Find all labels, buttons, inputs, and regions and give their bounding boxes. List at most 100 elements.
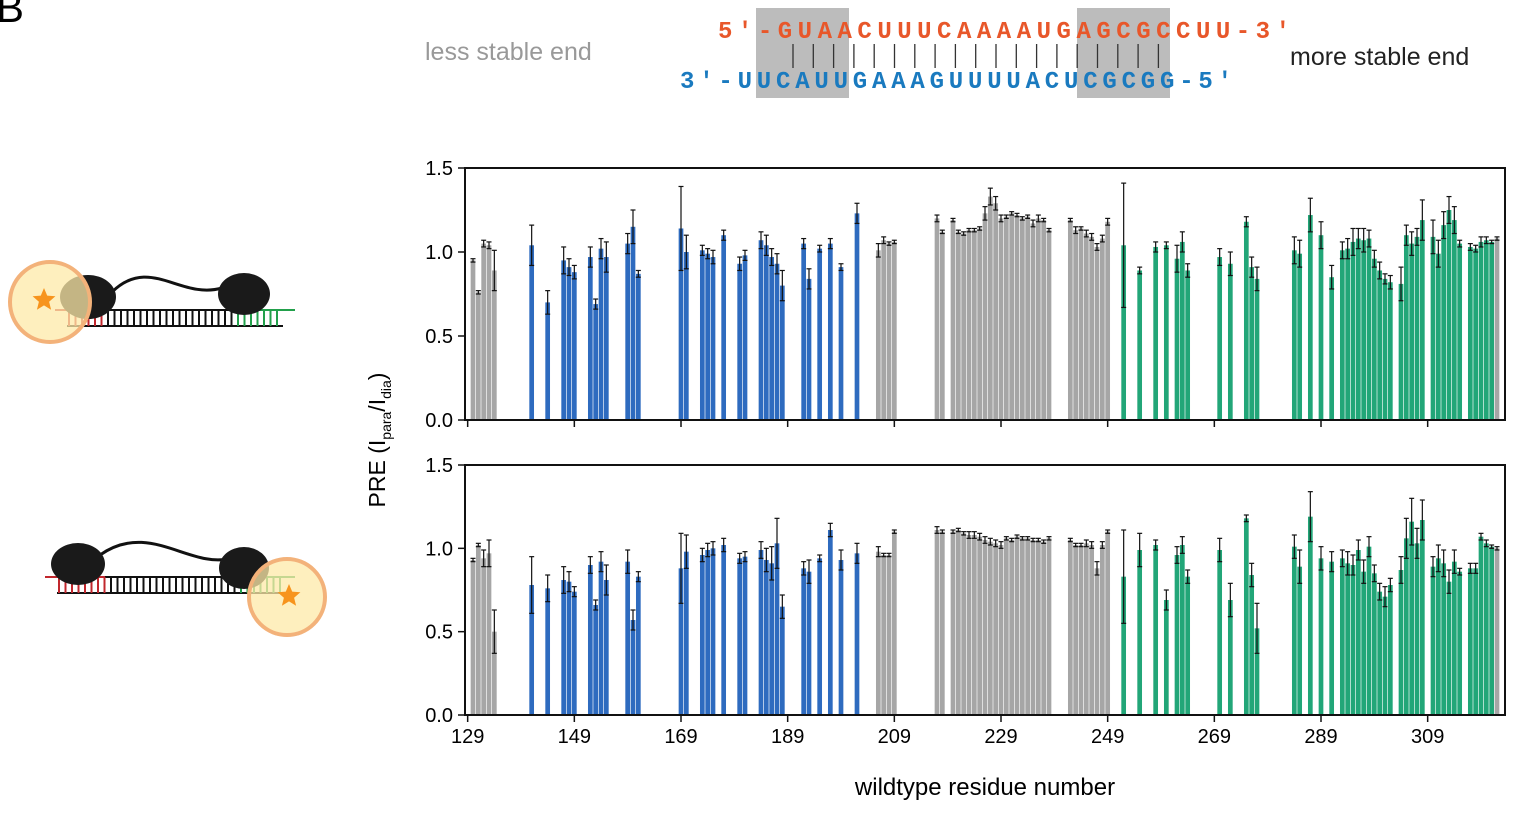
error-bar: [998, 214, 1004, 223]
bar: [1451, 561, 1457, 715]
bar: [1457, 571, 1463, 715]
bar: [1478, 536, 1484, 715]
y-label-part: ): [364, 373, 390, 381]
error-bar: [1009, 211, 1015, 216]
error-bar: [1339, 241, 1345, 260]
bar: [1227, 263, 1233, 420]
y-tick-label: 0.5: [425, 326, 453, 348]
error-bar: [886, 241, 892, 246]
bar: [470, 560, 476, 715]
bar: [758, 550, 764, 715]
error-bar: [529, 224, 535, 267]
bar: [1099, 545, 1105, 715]
error-bar: [1350, 554, 1356, 576]
bar: [817, 248, 823, 420]
bar: [603, 257, 609, 420]
bar: [1121, 576, 1127, 715]
bar: [763, 245, 769, 420]
bar: [977, 536, 983, 715]
bar: [1297, 566, 1303, 715]
bar: [1419, 520, 1425, 715]
error-bar: [950, 217, 956, 223]
error-bar: [993, 195, 999, 211]
bar: [838, 267, 844, 420]
bar: [1217, 550, 1223, 715]
bar: [1355, 550, 1361, 715]
linker: [99, 541, 233, 562]
error-bar: [1361, 227, 1367, 253]
error-bar: [854, 542, 860, 564]
bar: [742, 556, 748, 715]
bar: [1435, 558, 1441, 715]
bar: [1089, 236, 1095, 420]
bar: [587, 565, 593, 715]
bar: [1019, 218, 1025, 420]
error-bar: [1291, 534, 1297, 559]
bar: [955, 231, 961, 420]
y-tick-label: 0.5: [425, 622, 453, 644]
bar: [593, 304, 599, 420]
error-bar: [1478, 236, 1484, 248]
bar: [1377, 270, 1383, 420]
error-bar: [1067, 537, 1073, 543]
bar: [561, 580, 567, 715]
error-bar: [678, 185, 684, 272]
x-tick-label: 129: [451, 726, 484, 748]
error-bar: [1249, 562, 1255, 588]
bar: [827, 530, 833, 715]
bar: [769, 257, 775, 420]
error-bar: [1403, 224, 1409, 246]
bar: [1403, 235, 1409, 420]
bar: [545, 588, 551, 715]
bar: [838, 560, 844, 715]
bar: [854, 553, 860, 715]
error-bar: [769, 248, 775, 267]
error-bar: [1014, 534, 1020, 539]
bar: [1254, 278, 1260, 420]
error-bar: [1494, 546, 1500, 551]
bar: [699, 250, 705, 420]
bar: [1254, 628, 1260, 715]
bar: [1067, 220, 1073, 420]
bar: [737, 263, 743, 420]
x-tick-label: 309: [1411, 726, 1444, 748]
error-bar: [827, 522, 833, 538]
bar: [635, 576, 641, 715]
error-bar: [470, 557, 476, 563]
bar: [1451, 220, 1457, 420]
error-bar: [827, 237, 833, 250]
error-bar: [1163, 241, 1169, 250]
bar: [1339, 250, 1345, 420]
error-bar: [806, 268, 812, 290]
error-bar: [1003, 214, 1009, 219]
error-bar: [1457, 567, 1463, 576]
bar: [1243, 518, 1249, 715]
bar: [955, 530, 961, 715]
bar: [721, 545, 727, 715]
bar: [1163, 600, 1169, 715]
bar: [1137, 270, 1143, 420]
error-bar: [1291, 236, 1297, 265]
bar: [1025, 538, 1031, 715]
bar: [545, 302, 551, 420]
error-bar: [1398, 556, 1404, 584]
error-bar: [1307, 197, 1313, 233]
bar: [630, 226, 636, 420]
bar: [683, 551, 689, 715]
bar: [1398, 570, 1404, 715]
error-bar: [545, 574, 551, 603]
error-bar: [1473, 562, 1479, 574]
error-bar: [683, 234, 689, 270]
bar: [763, 560, 769, 715]
error-bar: [1185, 263, 1191, 278]
bar: [1473, 568, 1479, 715]
x-tick-label: 289: [1304, 726, 1337, 748]
bar: [1473, 248, 1479, 420]
error-bar: [481, 549, 487, 568]
error-bar: [571, 264, 577, 280]
error-bar: [603, 564, 609, 596]
bar: [1494, 548, 1500, 715]
bar: [1307, 215, 1313, 420]
error-bar: [699, 244, 705, 256]
bar: [875, 551, 881, 715]
